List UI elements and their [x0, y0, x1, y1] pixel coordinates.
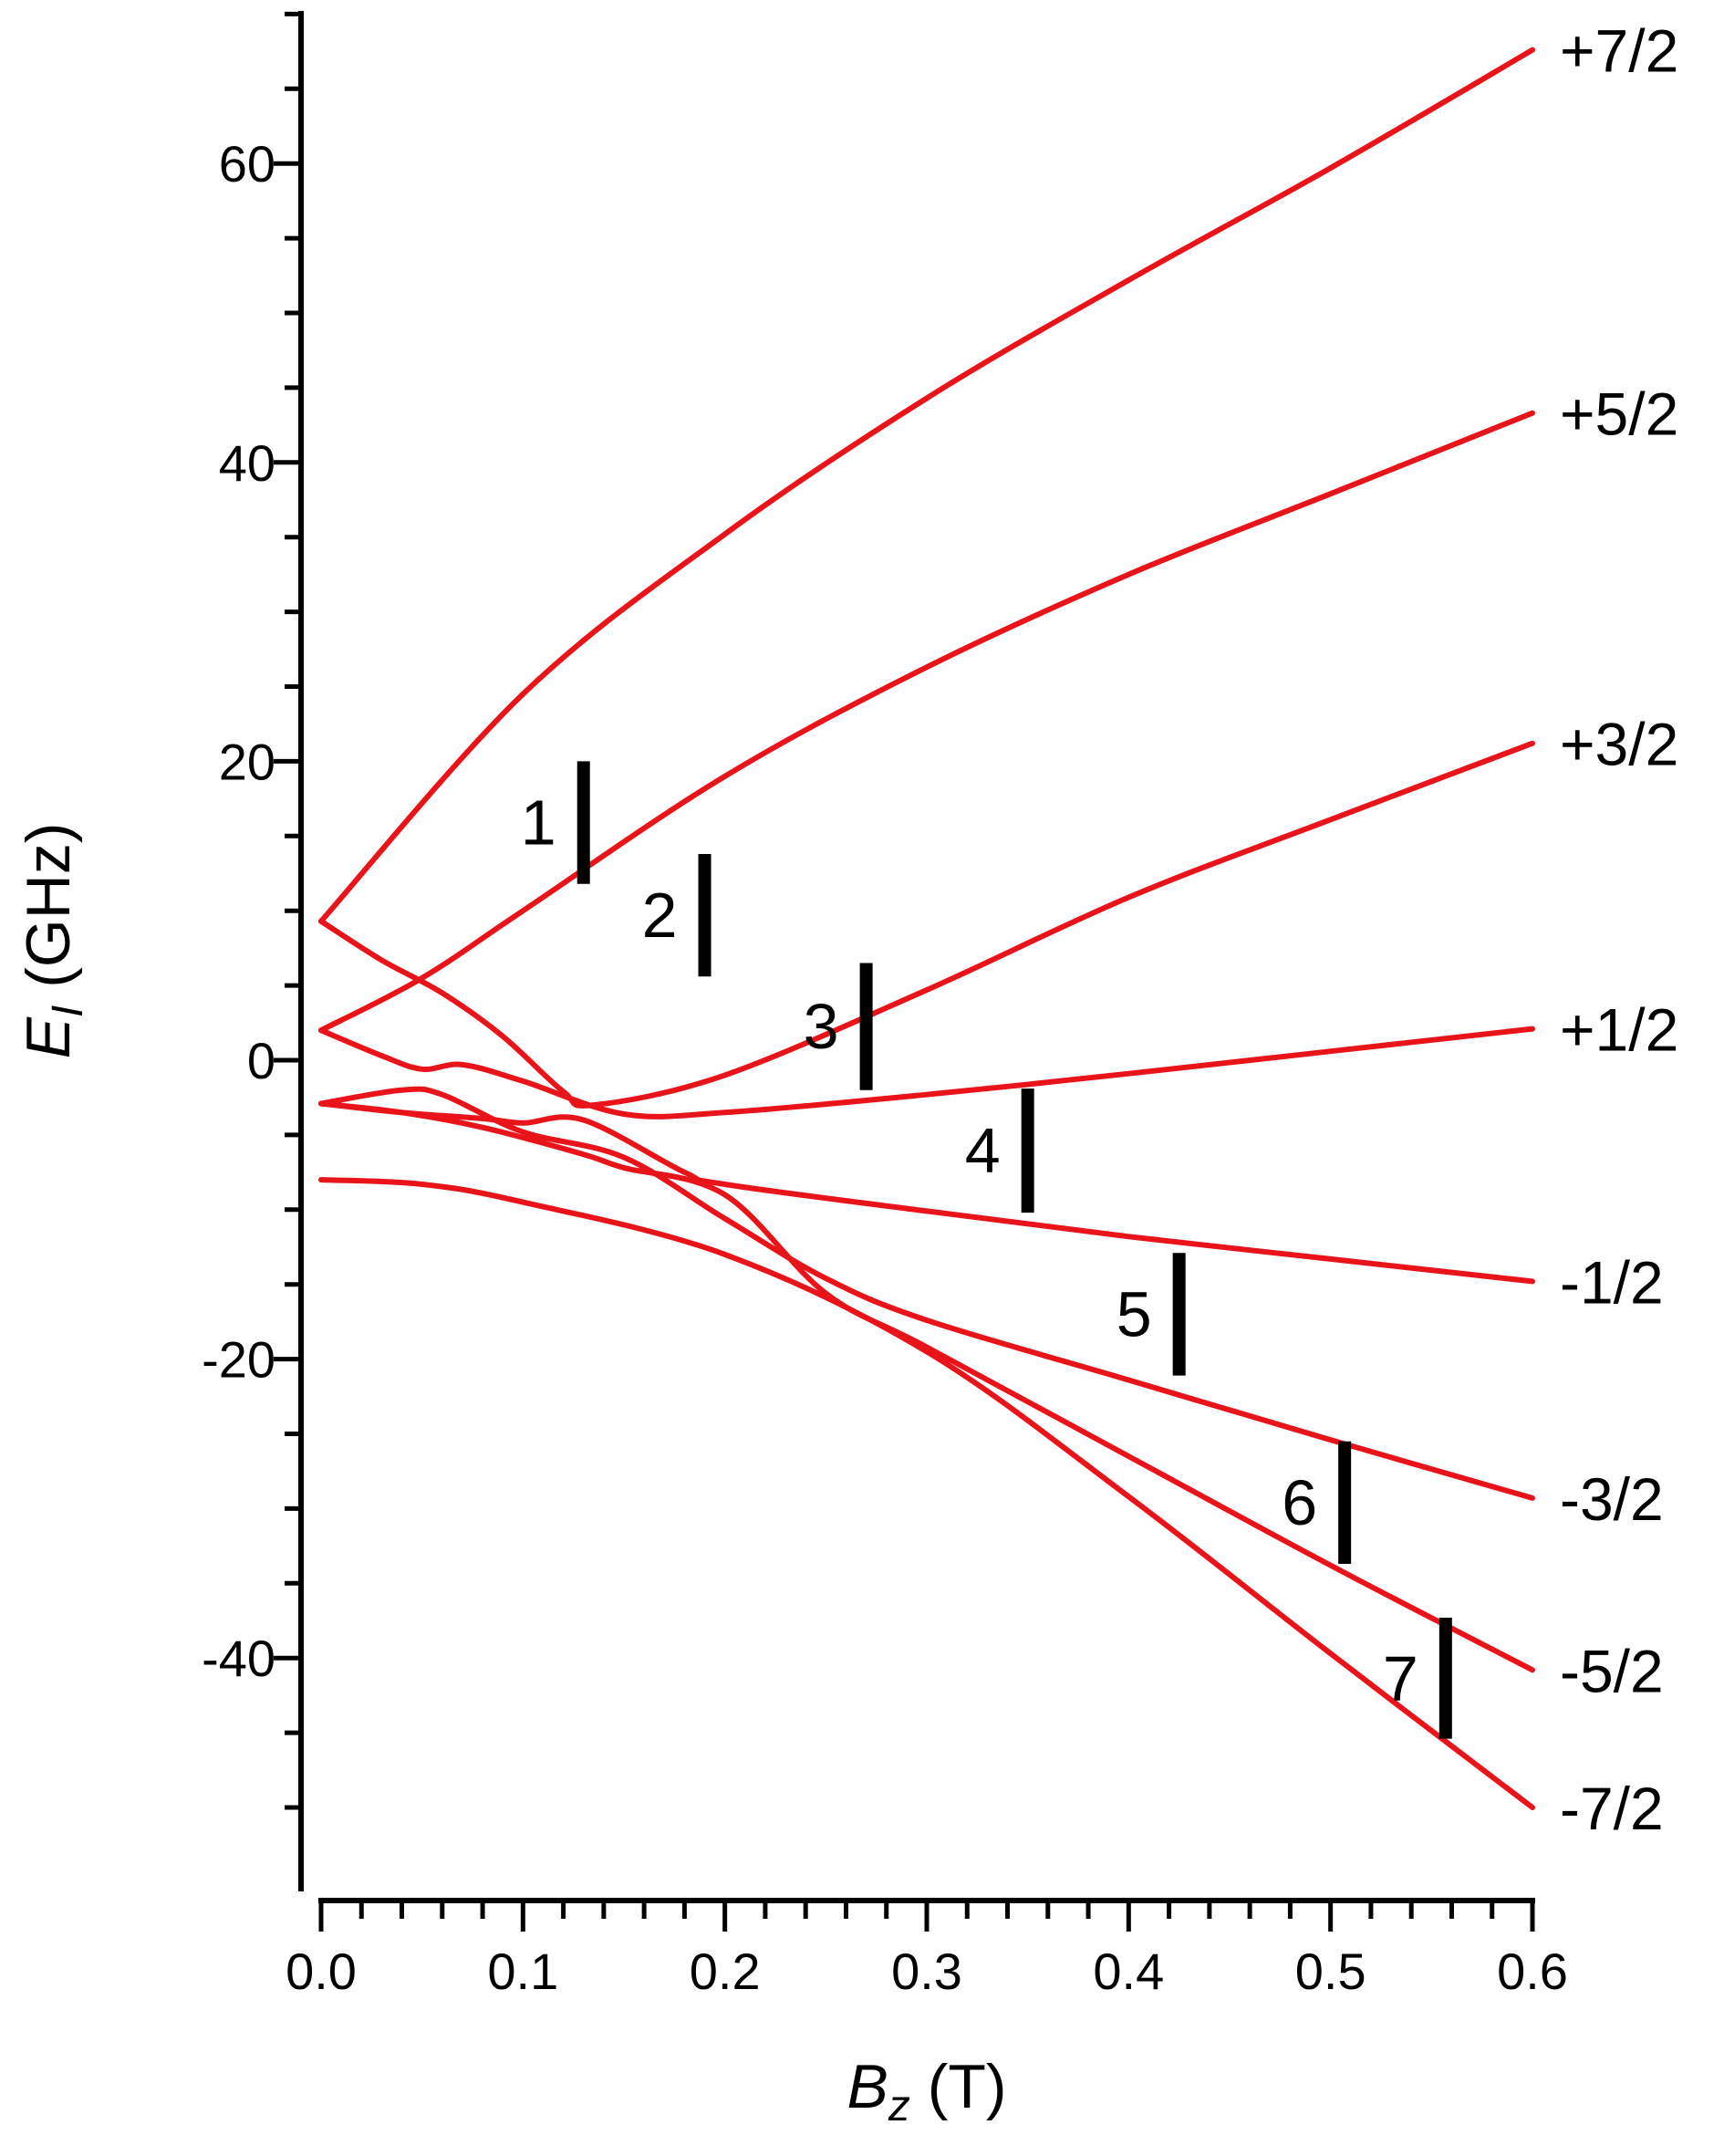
y-tick-label: -20: [202, 1331, 275, 1389]
y-tick-label: -40: [202, 1630, 275, 1687]
transition-label-7: 7: [1383, 1642, 1418, 1713]
x-axis-sub: z: [888, 2082, 910, 2130]
ticks-layer: [274, 11, 1535, 1932]
series-line-plusminus-3-2: [318, 740, 1535, 1109]
level-label-minus-7-2: -7/2: [1560, 1775, 1664, 1842]
y-axis-sub: I: [44, 1005, 92, 1017]
series-line-plusminus-7-2: [318, 47, 1535, 924]
y-tick-label: 60: [219, 135, 275, 193]
x-tick-label: 0.2: [690, 1942, 761, 2000]
x-tick-label: 0.1: [487, 1942, 558, 2000]
x-axis-var: B: [846, 2052, 888, 2121]
level-label-plusminus-3-2: +3/2: [1560, 711, 1678, 778]
x-tick-label: 0.3: [891, 1942, 962, 2000]
series-line-plusminus-5-2: [318, 410, 1535, 1034]
transition-label-5: 5: [1116, 1278, 1152, 1349]
y-axis-unit: (GHz): [14, 823, 83, 1005]
series-line-minus-7-2: [318, 1177, 1535, 1810]
transition-label-1: 1: [521, 787, 556, 859]
level-label-plusminus-1-2: +1/2: [1560, 996, 1678, 1064]
level-label-plusminus-7-2: +7/2: [1560, 17, 1678, 85]
x-tick-label: 0.5: [1295, 1942, 1366, 2000]
x-axis-unit: (T): [910, 2052, 1007, 2121]
y-axis-title: EI (GHz): [14, 823, 92, 1059]
x-axis-title: Bz (T): [846, 2052, 1006, 2130]
transition-label-4: 4: [965, 1115, 1001, 1186]
x-tick-label: 0.6: [1497, 1942, 1568, 2000]
transition-label-3: 3: [804, 991, 839, 1062]
level-label-minus-3-2: -3/2: [1560, 1465, 1664, 1533]
series-line-minus-5-2: [318, 1100, 1535, 1673]
transition-label-2: 2: [642, 880, 678, 951]
series-line-minus-1-2: [318, 1100, 1535, 1285]
transition-marker-layer: [576, 761, 1452, 1739]
x-tick-label: 0.4: [1093, 1942, 1164, 2000]
x-tick-label: 0.0: [286, 1942, 357, 2000]
series-line-minus-3-2: [318, 1086, 1535, 1501]
y-tick-label: 40: [219, 434, 275, 492]
transition-label-6: 6: [1282, 1467, 1317, 1538]
level-label-plusminus-5-2: +5/2: [1560, 380, 1678, 448]
y-tick-label: 20: [219, 733, 275, 790]
axes-layer: [298, 11, 1535, 1903]
level-label-minus-5-2: -5/2: [1560, 1637, 1664, 1704]
level-label-minus-1-2: -1/2: [1560, 1248, 1664, 1316]
series-line-plusminus-1-2: [318, 1026, 1535, 1120]
y-axis-var: E: [14, 1016, 83, 1058]
y-tick-label: 0: [247, 1032, 275, 1089]
labels-layer: -40 -20 0 20 40 60 0.0 0.1 0.2 0.3 0.4 0.5 0.6 +7/2 +5…: [202, 17, 1678, 2000]
series-layer: [318, 47, 1535, 1810]
